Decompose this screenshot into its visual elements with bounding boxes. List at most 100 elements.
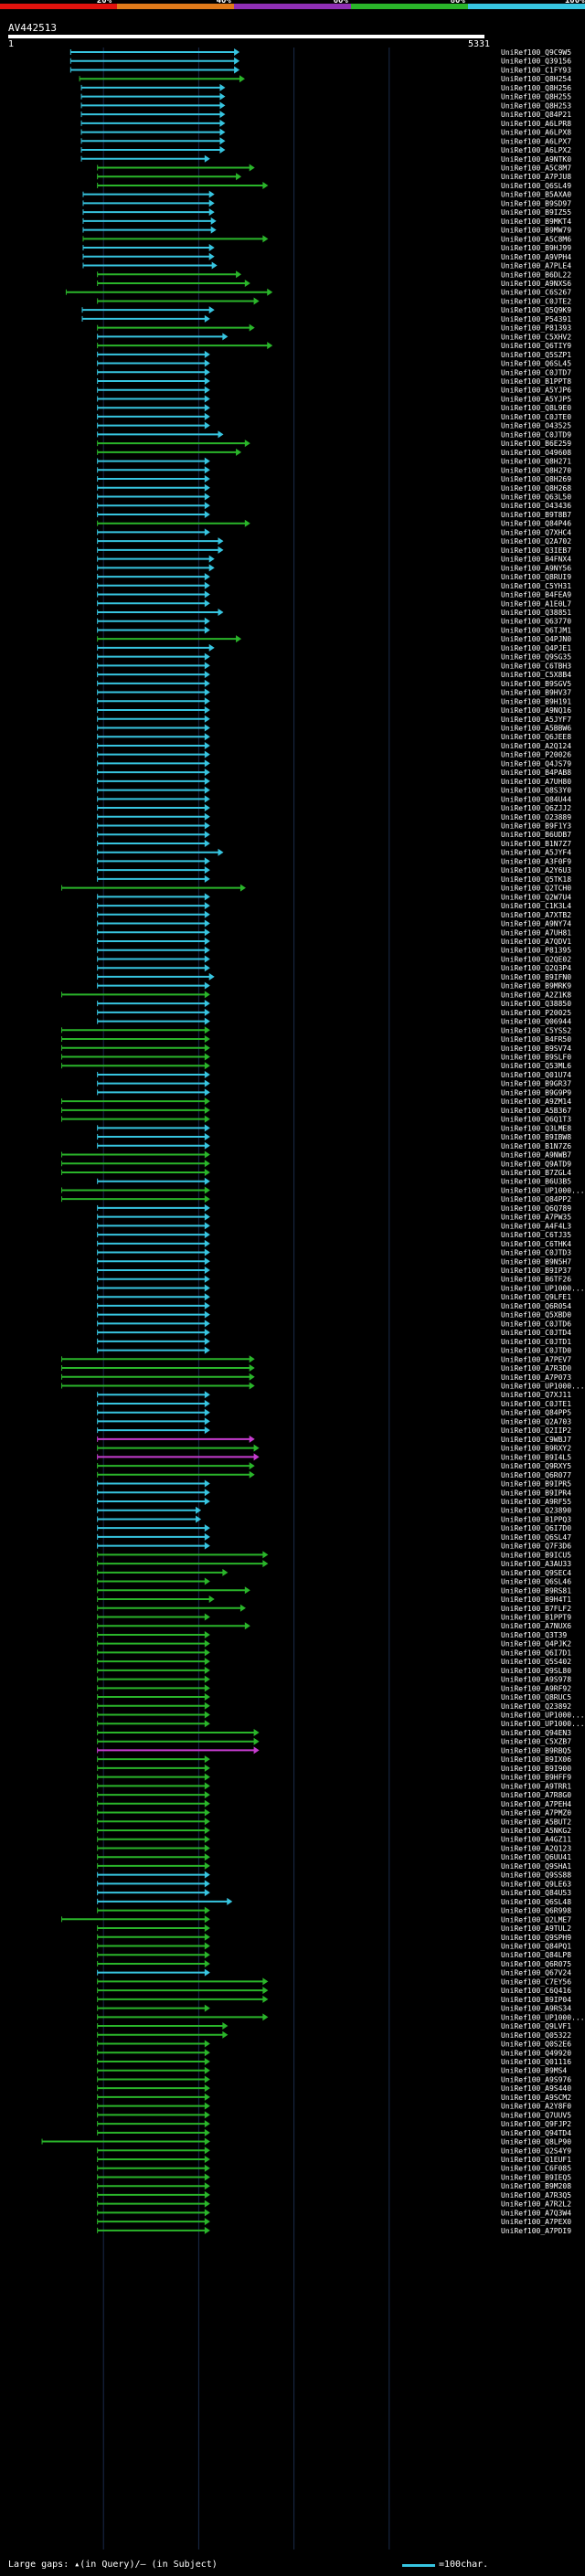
hit-label[interactable]: UniRef100_C0JTD1 (501, 1338, 571, 1346)
hit-label[interactable]: UniRef100_A7Q3W4 (501, 2209, 571, 2217)
hit-label[interactable]: UniRef100_A9TRR1 (501, 1782, 571, 1790)
hit-label[interactable]: UniRef100_Q3LME8 (501, 1124, 571, 1132)
hit-label[interactable]: UniRef100_Q6SL47 (501, 1533, 571, 1542)
hit-label[interactable]: UniRef100_A6LPX2 (501, 146, 571, 154)
hit-label[interactable]: UniRef100_A7PEH4 (501, 1800, 571, 1808)
hit-label[interactable]: UniRef100_B9I900 (501, 1765, 571, 1773)
hit-label[interactable]: UniRef100_C6THK4 (501, 1240, 571, 1248)
hit-label[interactable]: UniRef100_Q5TK18 (501, 875, 571, 884)
hit-label[interactable]: UniRef100_A9NY56 (501, 564, 571, 572)
hit-label[interactable]: UniRef100_A7PDI9 (501, 2227, 571, 2235)
hit-label[interactable]: UniRef100_Q6Q789 (501, 1204, 571, 1213)
hit-label[interactable]: UniRef100_B9RXY2 (501, 1445, 571, 1453)
hit-label[interactable]: UniRef100_A9S976 (501, 2075, 571, 2083)
hit-label[interactable]: UniRef100_Q8H255 (501, 93, 571, 101)
hit-label[interactable]: UniRef100_A7R8G0 (501, 1791, 571, 1799)
hit-label[interactable]: UniRef100_Q4PJN0 (501, 635, 571, 643)
hit-label[interactable]: UniRef100_Q6UU41 (501, 1853, 571, 1861)
hit-label[interactable]: UniRef100_B7FLF2 (501, 1605, 571, 1613)
hit-label[interactable]: UniRef100_A9NQ16 (501, 706, 571, 715)
hit-label[interactable]: UniRef100_Q2S4Y9 (501, 2147, 571, 2155)
hit-label[interactable]: UniRef100_Q8RUC5 (501, 1693, 571, 1701)
hit-label[interactable]: UniRef100_A9SCM2 (501, 2094, 571, 2102)
hit-label[interactable]: UniRef100_B9IFN0 (501, 973, 571, 981)
hit-label[interactable]: UniRef100_Q5Q9K9 (501, 306, 571, 314)
hit-label[interactable]: UniRef100_Q6I7D0 (501, 1524, 571, 1532)
hit-label[interactable]: UniRef100_Q3T39 (501, 1631, 567, 1639)
hit-label[interactable]: UniRef100_A6LPX7 (501, 137, 571, 145)
hit-label[interactable]: UniRef100_Q49920 (501, 2049, 571, 2057)
hit-label[interactable]: UniRef100_B4FEA9 (501, 591, 571, 599)
hit-label[interactable]: UniRef100_Q9SG35 (501, 653, 571, 662)
hit-label[interactable]: UniRef100_Q2QE02 (501, 955, 571, 963)
hit-label[interactable]: UniRef100_B6DL22 (501, 270, 571, 279)
hit-label[interactable]: UniRef100_A5C8M6 (501, 235, 571, 243)
hit-label[interactable]: UniRef100_Q6TIY9 (501, 342, 571, 350)
hit-label[interactable]: UniRef100_B9IPR4 (501, 1489, 571, 1497)
hit-label[interactable]: UniRef100_A7R2L2 (501, 2200, 571, 2209)
hit-label[interactable]: UniRef100_B9SGV5 (501, 680, 571, 688)
hit-label[interactable]: UniRef100_Q84LP8 (501, 1951, 571, 1959)
hit-label[interactable]: UniRef100_A3AU33 (501, 1560, 571, 1568)
hit-label[interactable]: UniRef100_Q6JEE8 (501, 733, 571, 741)
hit-label[interactable]: UniRef100_A9S440 (501, 2084, 571, 2093)
hit-label[interactable]: UniRef100_Q84PQ1 (501, 1942, 571, 1950)
hit-label[interactable]: UniRef100_A5JYF4 (501, 849, 571, 857)
hit-label[interactable]: UniRef100_B9F1Y3 (501, 822, 571, 831)
hit-label[interactable]: UniRef100_A5BUT2 (501, 1818, 571, 1826)
hit-label[interactable]: UniRef100_C0JTD7 (501, 368, 571, 376)
hit-label[interactable]: UniRef100_C6TJ35 (501, 1231, 571, 1239)
hit-label[interactable]: UniRef100_Q5XBD0 (501, 1311, 571, 1320)
hit-label[interactable]: UniRef100_Q7XJ11 (501, 1391, 571, 1399)
hit-label[interactable]: UniRef100_B4PAB8 (501, 769, 571, 777)
hit-label[interactable]: UniRef100_B1N7Z6 (501, 1142, 571, 1150)
hit-label[interactable]: UniRef100_C6F085 (501, 2165, 571, 2173)
hit-label[interactable]: UniRef100_Q39156 (501, 58, 571, 66)
hit-label[interactable]: UniRef100_B7ZGL4 (501, 1169, 571, 1177)
hit-label[interactable]: UniRef100_Q5S402 (501, 1658, 571, 1666)
hit-label[interactable]: UniRef100_A7PLE4 (501, 262, 571, 270)
hit-label[interactable]: UniRef100_A5NKG2 (501, 1827, 571, 1835)
hit-label[interactable]: UniRef100_UP1000... (501, 2013, 585, 2021)
hit-label[interactable]: UniRef100_A6LPR8 (501, 120, 571, 128)
hit-label[interactable]: UniRef100_Q6SL46 (501, 1578, 571, 1586)
hit-label[interactable]: UniRef100_A9VPH4 (501, 253, 571, 261)
hit-label[interactable]: UniRef100_C1FY93 (501, 66, 571, 74)
hit-label[interactable]: UniRef100_UP1000... (501, 1186, 585, 1194)
hit-label[interactable]: UniRef100_A7P073 (501, 1373, 571, 1382)
hit-label[interactable]: UniRef100_Q6R054 (501, 1302, 571, 1310)
hit-label[interactable]: UniRef100_Q7XHC4 (501, 528, 571, 536)
hit-label[interactable]: UniRef100_C0JTD9 (501, 430, 571, 439)
hit-label[interactable]: UniRef100_A5BBW6 (501, 724, 571, 732)
hit-label[interactable]: UniRef100_UP1000... (501, 1712, 585, 1720)
hit-label[interactable]: UniRef100_B9IPR5 (501, 1480, 571, 1489)
hit-label[interactable]: UniRef100_Q5SZP1 (501, 351, 571, 359)
hit-label[interactable]: UniRef100_A4F4L3 (501, 1222, 571, 1230)
hit-label[interactable]: UniRef100_Q8S3Y0 (501, 787, 571, 795)
hit-label[interactable]: UniRef100_B6U3B5 (501, 1178, 571, 1186)
hit-label[interactable]: UniRef100_Q38850 (501, 1000, 571, 1008)
hit-label[interactable]: UniRef100_O43436 (501, 502, 571, 510)
hit-label[interactable]: UniRef100_A2Q123 (501, 1844, 571, 1852)
hit-label[interactable]: UniRef100_B9SV74 (501, 1044, 571, 1053)
hit-label[interactable]: UniRef100_Q23892 (501, 1702, 571, 1711)
hit-label[interactable]: UniRef100_A9NY74 (501, 920, 571, 928)
hit-label[interactable]: UniRef100_Q8H256 (501, 84, 571, 92)
hit-label[interactable]: UniRef100_Q6SL48 (501, 1898, 571, 1906)
hit-label[interactable]: UniRef100_B9ICU5 (501, 1551, 571, 1559)
hit-label[interactable]: UniRef100_C0JTE0 (501, 413, 571, 421)
hit-label[interactable]: UniRef100_B6E259 (501, 440, 571, 448)
hit-label[interactable]: UniRef100_P20026 (501, 751, 571, 759)
hit-label[interactable]: UniRef100_B9GR37 (501, 1080, 571, 1088)
hit-label[interactable]: UniRef100_Q9SEC4 (501, 1569, 571, 1577)
hit-label[interactable]: UniRef100_B9HFF9 (501, 1774, 571, 1782)
hit-label[interactable]: UniRef100_O23889 (501, 813, 571, 822)
hit-label[interactable]: UniRef100_C6TBH3 (501, 662, 571, 670)
hit-label[interactable]: UniRef100_Q84PP5 (501, 1409, 571, 1417)
hit-label[interactable]: UniRef100_B9IX06 (501, 1755, 571, 1764)
hit-label[interactable]: UniRef100_C0JTE1 (501, 1400, 571, 1408)
hit-label[interactable]: UniRef100_B9RS81 (501, 1586, 571, 1595)
hit-label[interactable]: UniRef100_Q8H271 (501, 458, 571, 466)
hit-label[interactable]: UniRef100_A7UH80 (501, 778, 571, 786)
hit-label[interactable]: UniRef100_Q63L50 (501, 493, 571, 502)
